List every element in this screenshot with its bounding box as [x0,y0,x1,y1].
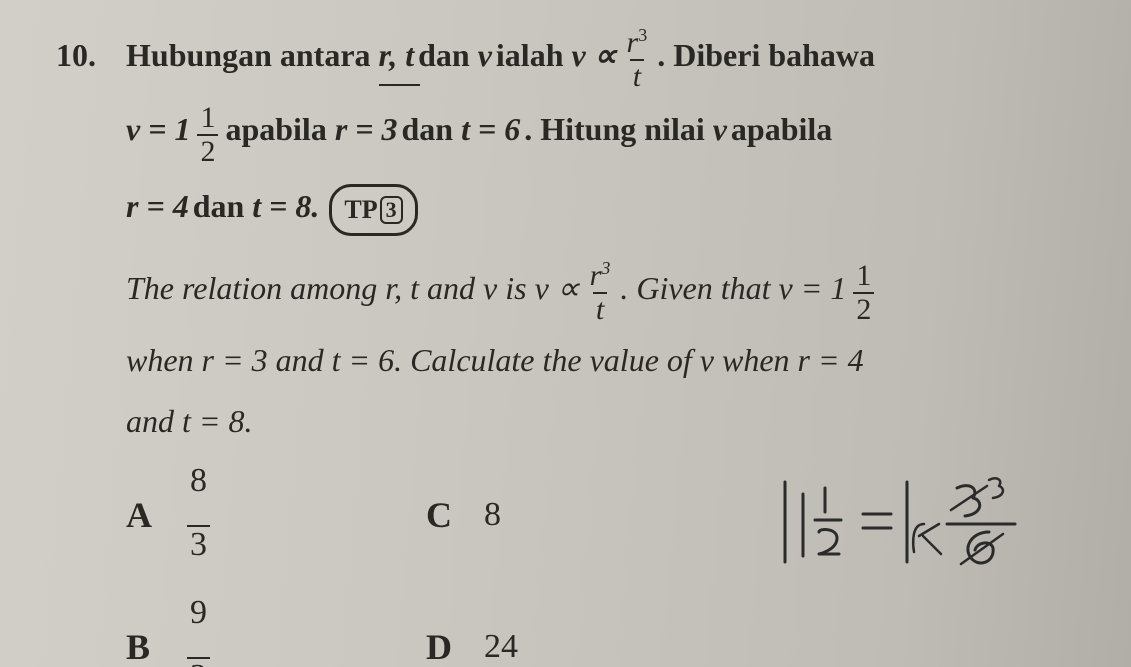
num: 9 [187,596,210,631]
text: The relation among [126,270,385,306]
frac-num: r3 [624,28,651,59]
den: 2 [853,292,874,325]
text: v = 1 [126,111,190,147]
option-b[interactable]: B 9 2 [126,598,426,667]
english-line-3: and t = 8. [126,394,1091,448]
badge-level: 3 [380,196,403,224]
text: when r = 3 and t = 6. Calculate the valu… [126,342,864,378]
prop: v ∝ [571,37,616,73]
text: r, t and v is v ∝ [385,270,579,306]
num: 8 [187,464,210,499]
option-letter: A [126,494,158,536]
handwriting-svg [779,470,1039,580]
text: t = 6 [461,111,520,147]
text: . Diberi bahawa [657,37,875,73]
den: 2 [197,134,218,167]
frac-den: t [593,292,607,325]
handwritten-work [779,470,1039,585]
text: . Hitung nilai [524,111,713,147]
english-line-1: The relation among r, t and v is v ∝ r3 … [126,261,1091,327]
option-d-val: 24 [484,628,518,666]
text: . Given that v = 1 [620,270,846,306]
var-v: v [478,37,492,73]
question-number: 10. [56,37,126,74]
text: t = 8. [252,188,319,224]
text: r = 4 [126,188,189,224]
text: dan [402,111,462,147]
option-d[interactable]: D 24 [426,626,1091,667]
text: apabila [225,111,334,147]
text: dan [418,37,478,73]
text: r = 3 [335,111,398,147]
num: 1 [853,261,874,292]
den: 2 [187,657,210,667]
tp-badge: TP 3 [329,184,417,236]
option-c-val: 8 [484,496,501,534]
text: Hubungan antara [126,37,379,73]
option-letter: C [426,494,458,536]
text: v [713,111,727,147]
num: 1 [197,103,218,134]
question-line-1: 10. Hubungan antara r, t dan v ialah v ∝… [56,28,1091,94]
vars-rt: r, t [379,28,415,82]
den: 3 [187,525,210,562]
text: and t = 8. [126,403,252,439]
text: apabila [731,111,832,147]
frac-den: t [630,59,644,92]
frac-num: r3 [587,261,614,292]
fraction-r3-over-t: r3 t [624,28,651,92]
option-a-frac: 8 3 [187,464,210,562]
option-a[interactable]: A 8 3 [126,466,426,564]
option-b-frac: 9 2 [187,596,210,667]
question-line-2: v = 1 1 2 apabila r = 3 dan t = 6 . Hitu… [126,102,1091,168]
option-letter: D [426,626,458,667]
badge-tp: TP [344,188,377,232]
mixed-half: 1 2 [197,103,218,167]
mixed-half-en: 1 2 [853,261,874,325]
option-letter: B [126,626,158,667]
fraction-r3-over-t-en: r3 t [587,261,614,325]
question-line-3: r = 4 dan t = 8. TP 3 [126,179,1091,239]
text: ialah [496,37,572,73]
vars: r, t [379,37,415,73]
exam-page: 10. Hubungan antara r, t dan v ialah v ∝… [0,0,1131,667]
english-line-2: when r = 3 and t = 6. Calculate the valu… [126,333,1091,387]
line1-content: Hubungan antara r, t dan v ialah v ∝ r3 … [126,28,1091,94]
text: dan [193,188,253,224]
